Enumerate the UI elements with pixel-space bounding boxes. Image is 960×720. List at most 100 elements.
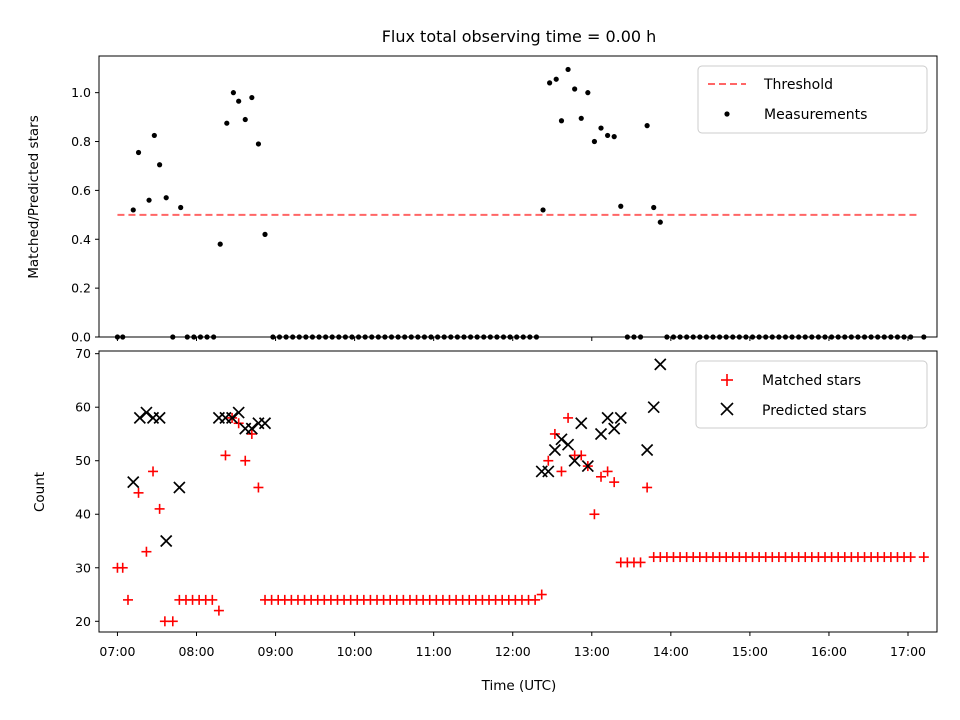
measurement-point bbox=[481, 334, 487, 340]
bottom-legend: Matched stars Predicted stars bbox=[695, 360, 928, 429]
measurement-point bbox=[329, 334, 335, 340]
measurement-point bbox=[723, 334, 729, 340]
measurement-point bbox=[170, 334, 176, 340]
measurement-point bbox=[448, 334, 454, 340]
measurement-point bbox=[249, 94, 255, 101]
measurement-point bbox=[881, 334, 887, 340]
measurement-point bbox=[421, 334, 428, 340]
measurement-point bbox=[395, 334, 401, 340]
measurement-point bbox=[611, 134, 617, 140]
x-tick-label: 13:00 bbox=[574, 644, 610, 659]
measurement-point bbox=[454, 334, 460, 340]
bottom-panel-frame bbox=[98, 350, 938, 633]
measurement-point bbox=[494, 334, 500, 340]
measurement-point bbox=[848, 334, 854, 340]
measurement-point bbox=[283, 334, 289, 340]
measurement-point bbox=[204, 334, 210, 340]
x-tick-label: 17:00 bbox=[890, 644, 926, 659]
predicted-star-marker bbox=[258, 417, 272, 430]
matched-star-marker bbox=[905, 552, 916, 563]
measurement-point bbox=[290, 334, 296, 340]
measurement-point bbox=[130, 207, 136, 213]
measurement-point bbox=[703, 334, 710, 340]
measurement-point bbox=[868, 334, 874, 340]
matched-star-marker bbox=[133, 487, 144, 498]
measurement-point bbox=[236, 98, 242, 104]
y-tick-label: 20 bbox=[75, 614, 91, 629]
measurement-point bbox=[527, 334, 533, 340]
measurement-point bbox=[618, 203, 624, 209]
predicted-star-marker bbox=[225, 411, 239, 425]
measurement-point bbox=[224, 120, 230, 126]
measurement-point bbox=[553, 76, 559, 82]
measurement-point bbox=[369, 334, 375, 340]
predicted-star-marker bbox=[140, 406, 153, 419]
measurement-point bbox=[670, 334, 677, 340]
measurement-point bbox=[861, 334, 868, 340]
measurement-point bbox=[276, 334, 283, 340]
x-tick-label: 14:00 bbox=[653, 644, 689, 659]
measurement-point bbox=[270, 334, 276, 340]
measurement-point bbox=[677, 334, 683, 340]
measurement-point bbox=[242, 116, 248, 123]
top-y-axis-label: Matched/Predicted stars bbox=[26, 115, 42, 278]
bottom-legend-box bbox=[695, 360, 928, 429]
measurement-point bbox=[507, 334, 513, 340]
predicted-star-marker bbox=[641, 443, 654, 457]
measurement-point bbox=[684, 334, 690, 340]
measurement-point bbox=[815, 334, 822, 340]
y-tick-label: 0.2 bbox=[71, 281, 91, 296]
matched-star-marker bbox=[530, 594, 541, 605]
measurement-point bbox=[651, 204, 657, 211]
predicted-star-marker bbox=[245, 422, 258, 435]
measurement-point bbox=[572, 86, 578, 92]
matched-stars-layer bbox=[112, 412, 929, 627]
y-tick-label: 40 bbox=[75, 507, 91, 522]
legend-predicted-swatch bbox=[720, 402, 734, 416]
predicted-star-marker bbox=[555, 433, 568, 446]
measurement-point bbox=[408, 334, 414, 340]
x-tick-label: 16:00 bbox=[811, 644, 847, 659]
measurement-point bbox=[578, 115, 584, 121]
measurement-point bbox=[644, 123, 650, 129]
predicted-star-marker bbox=[160, 534, 173, 548]
predicted-star-marker bbox=[153, 411, 166, 425]
measurement-point bbox=[888, 334, 894, 340]
measurement-point bbox=[540, 207, 546, 213]
legend-matched-label: Matched stars bbox=[762, 373, 861, 389]
measurement-point bbox=[631, 334, 637, 340]
x-tick-label: 08:00 bbox=[178, 644, 214, 659]
matched-star-marker bbox=[122, 594, 133, 605]
x-tick-label: 15:00 bbox=[732, 644, 768, 659]
measurement-point bbox=[828, 334, 835, 340]
measurement-point bbox=[382, 334, 388, 340]
y-tick-label: 1.0 bbox=[71, 85, 91, 100]
measurement-point bbox=[835, 334, 841, 340]
bottom-y-axis-label: Count bbox=[32, 472, 48, 512]
predicted-star-marker bbox=[594, 427, 608, 441]
measurement-point bbox=[157, 162, 163, 168]
measurement-point bbox=[375, 334, 381, 340]
matched-star-marker bbox=[543, 455, 554, 466]
measurement-point bbox=[388, 334, 395, 340]
measurement-point bbox=[730, 334, 736, 340]
measurement-point bbox=[435, 334, 441, 340]
matched-star-marker bbox=[635, 557, 646, 568]
measurement-point bbox=[316, 334, 322, 340]
measurement-point bbox=[908, 334, 914, 340]
y-tick-label: 60 bbox=[75, 400, 91, 415]
x-tick-label: 07:00 bbox=[99, 644, 135, 659]
predicted-stars-layer bbox=[127, 358, 667, 548]
predicted-star-marker bbox=[614, 411, 627, 425]
predicted-star-marker bbox=[601, 411, 614, 425]
measurement-point bbox=[362, 334, 368, 340]
measurement-point bbox=[120, 334, 126, 340]
predicted-star-marker bbox=[133, 411, 146, 425]
x-tick-label: 11:00 bbox=[416, 644, 452, 659]
measurement-point bbox=[624, 334, 630, 340]
measurement-point bbox=[349, 334, 355, 340]
measurement-point bbox=[809, 334, 815, 340]
measurement-point bbox=[303, 334, 309, 340]
top-legend-box bbox=[697, 65, 928, 134]
